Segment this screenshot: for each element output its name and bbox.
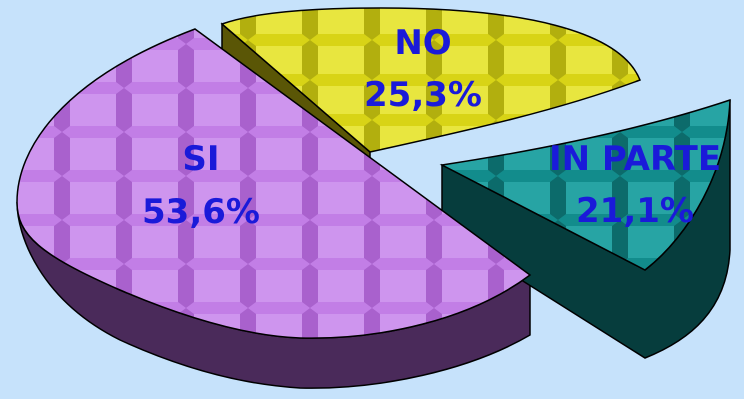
slice-no xyxy=(220,7,641,153)
slice-label-in-parte: IN PARTE xyxy=(549,139,721,179)
slice-value-si: 53,6% xyxy=(142,192,260,232)
slice-si xyxy=(16,28,532,339)
slice-value-in-parte: 21,1% xyxy=(576,191,694,231)
slice-in-parte xyxy=(439,98,731,271)
slice-label-no: NO xyxy=(394,23,451,63)
slice-label-si: SI xyxy=(182,139,219,179)
slice-value-no: 25,3% xyxy=(364,75,482,115)
